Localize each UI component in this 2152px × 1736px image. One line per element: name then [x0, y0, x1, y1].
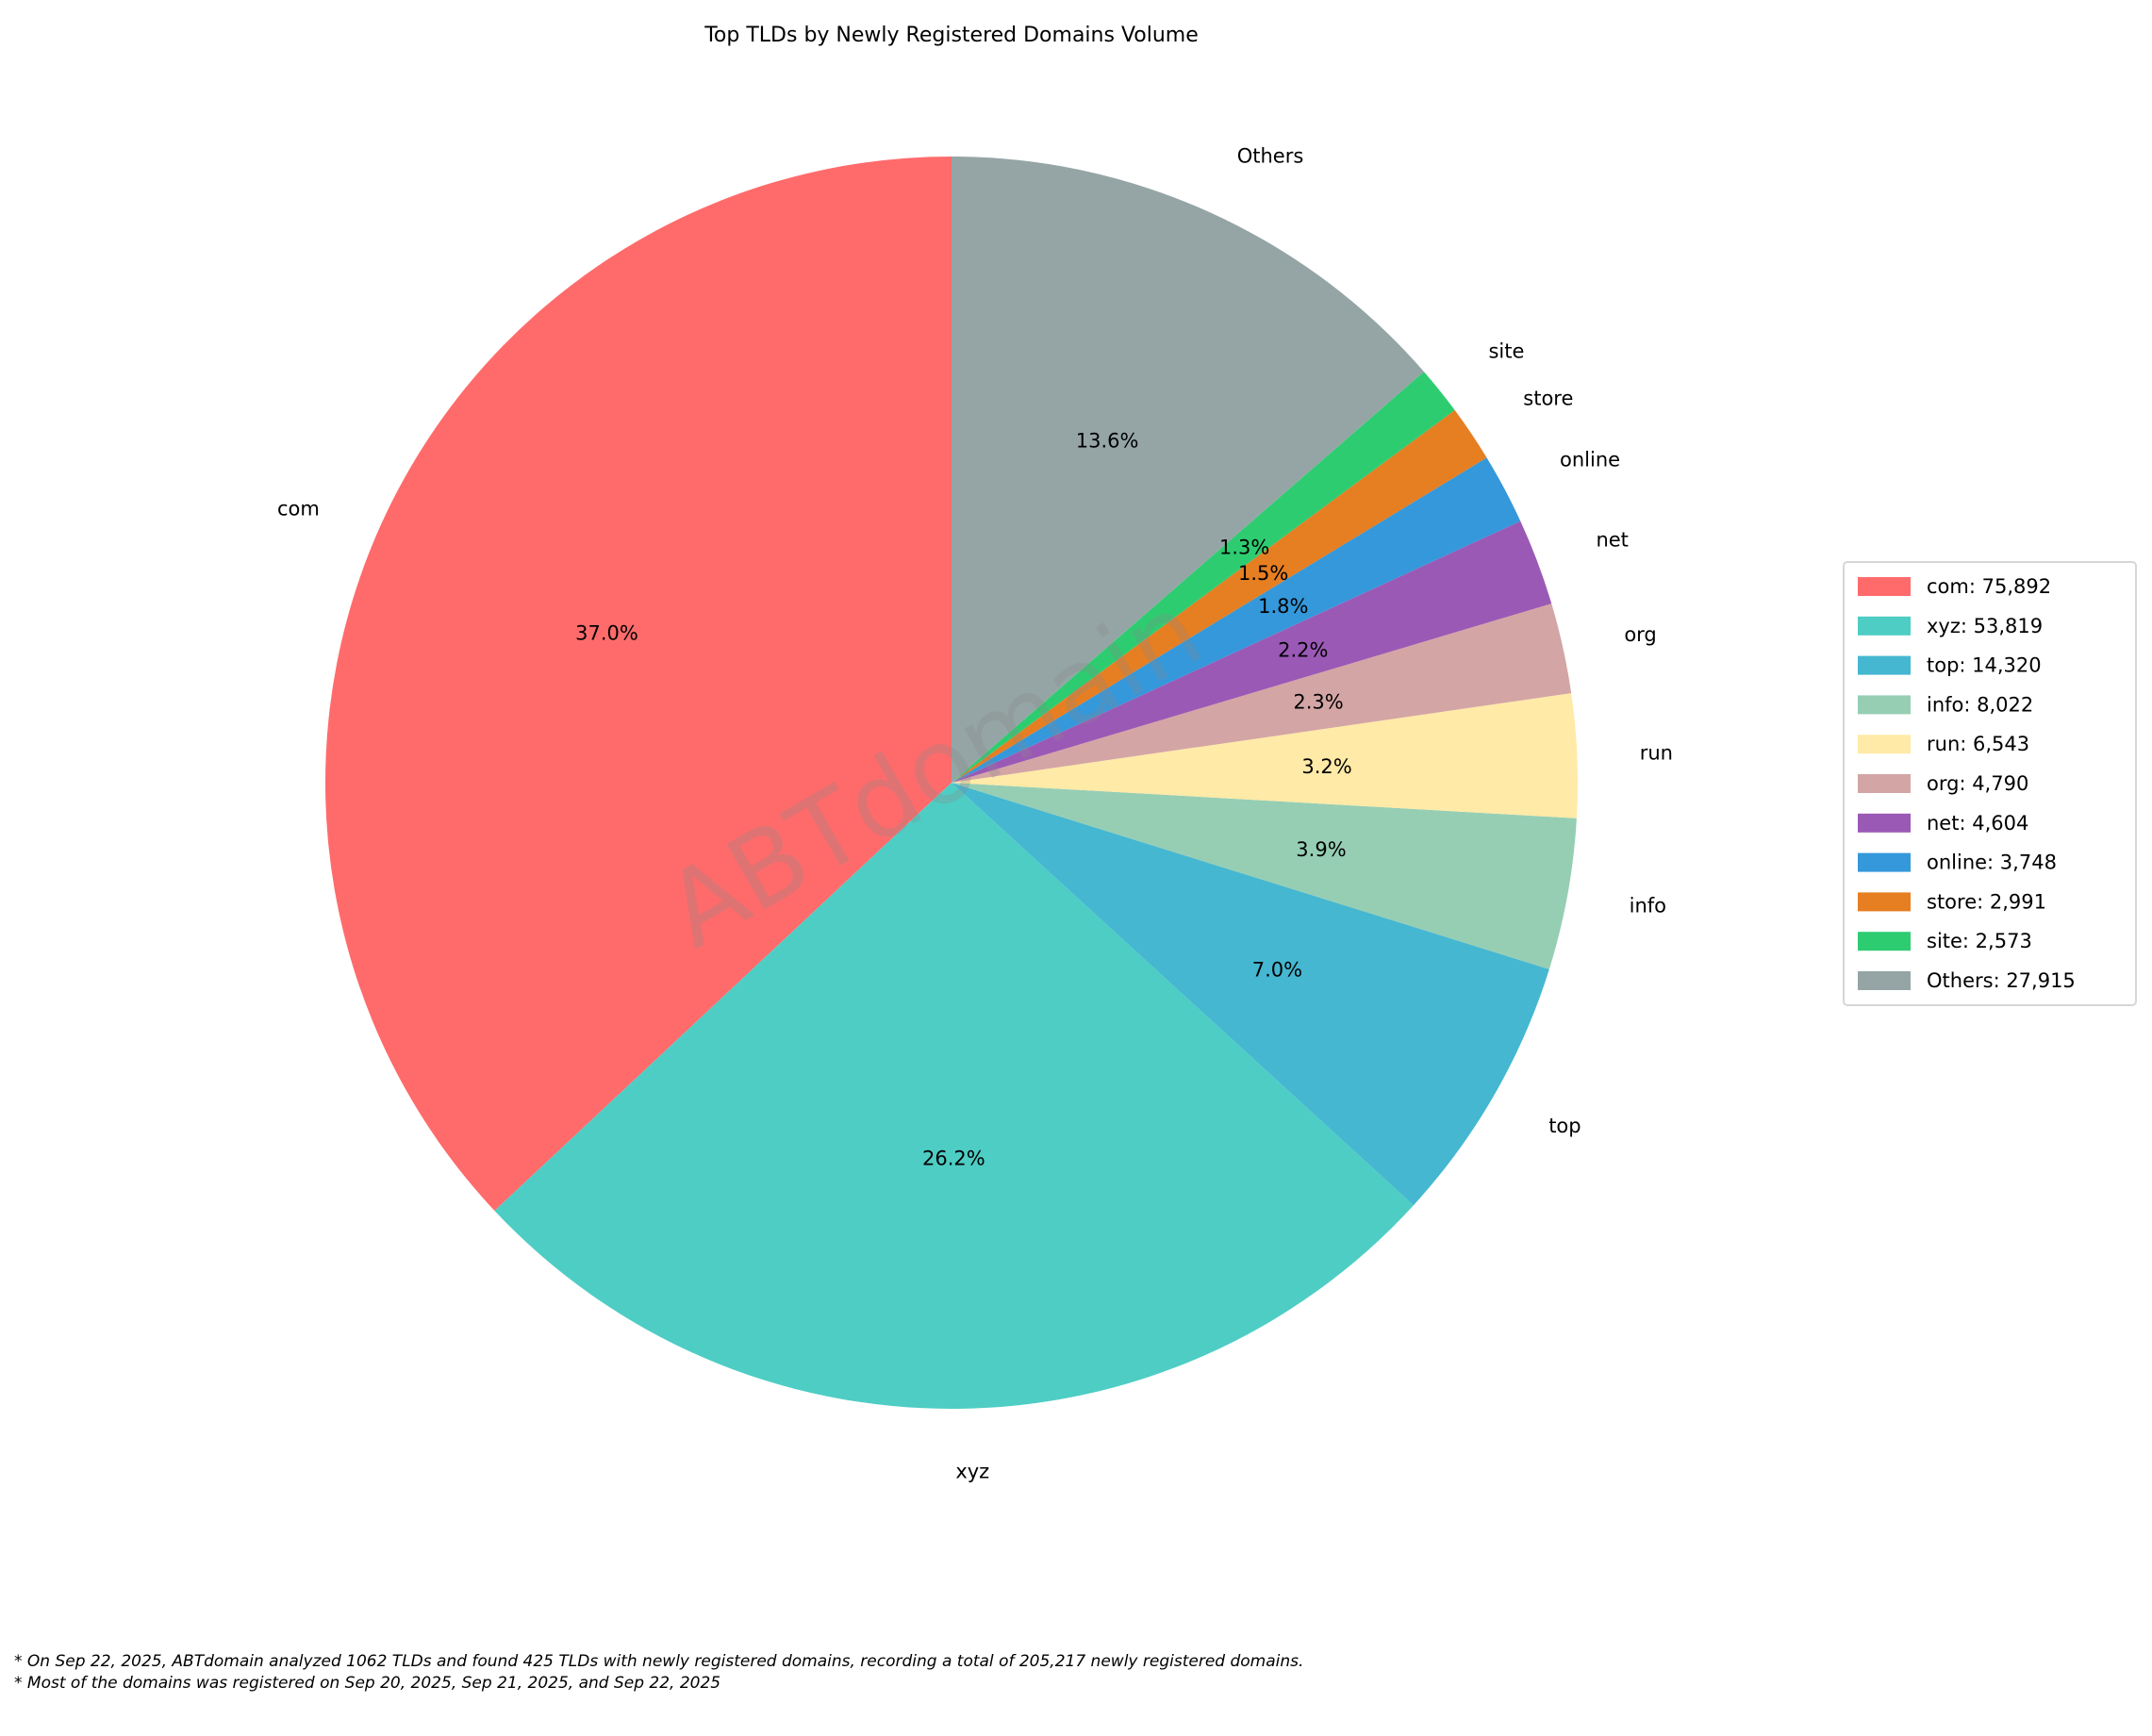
legend-frame [1843, 561, 2137, 1006]
pct-label-others: 13.6% [1076, 429, 1139, 452]
slice-label-top: top [1548, 1115, 1581, 1137]
legend-swatch-site [1858, 932, 1911, 951]
legend-label-online: online: 3,748 [1927, 851, 2057, 874]
legend-label-xyz: xyz: 53,819 [1927, 615, 2043, 637]
legend-swatch-info [1858, 695, 1911, 715]
legend-label-net: net: 4,604 [1927, 812, 2028, 835]
pie-slice-info [952, 783, 1577, 969]
legend-label-others: Others: 27,915 [1927, 969, 2076, 992]
legend-swatch-run [1858, 735, 1911, 754]
pct-label-store: 1.5% [1238, 562, 1288, 585]
footnote-2: * Most of the domains was registered on … [14, 1674, 721, 1693]
legend-label-info: info: 8,022 [1927, 693, 2033, 716]
pie-slice-store [952, 409, 1487, 783]
pie-slice-run [952, 693, 1578, 818]
pct-label-run: 3.2% [1301, 755, 1351, 778]
legend-swatch-org [1858, 774, 1911, 793]
slice-label-store: store [1523, 388, 1573, 410]
slice-label-xyz: xyz [955, 1460, 989, 1482]
legend-swatch-others [1858, 971, 1911, 990]
legend-label-run: run: 6,543 [1927, 733, 2029, 755]
pie-slice-top [952, 783, 1549, 1206]
legend-swatch-top [1858, 655, 1911, 675]
pie-slice-site [952, 372, 1455, 783]
chart-title: Top TLDs by Newly Registered Domains Vol… [704, 24, 1199, 47]
pie-slice-org [952, 603, 1572, 783]
pct-label-xyz: 26.2% [922, 1147, 985, 1169]
slice-label-info: info [1630, 895, 1666, 918]
pct-label-com: 37.0% [575, 622, 638, 645]
legend-label-store: store: 2,991 [1927, 890, 2046, 913]
slice-label-net: net [1596, 528, 1628, 551]
slice-label-online: online [1560, 448, 1620, 471]
pct-label-info: 3.9% [1296, 838, 1346, 861]
legend-swatch-net [1858, 813, 1911, 833]
legend-swatch-xyz [1858, 616, 1911, 636]
legend-label-org: org: 4,790 [1927, 772, 2028, 795]
pct-label-org: 2.3% [1293, 690, 1343, 713]
slice-label-others: Others [1237, 144, 1304, 167]
legend-label-com: com: 75,892 [1927, 575, 2051, 598]
pct-label-site: 1.3% [1219, 537, 1269, 559]
pie-slice-com [325, 157, 952, 1211]
legend-swatch-store [1858, 892, 1911, 912]
pie-slice-others [952, 157, 1424, 783]
legend-swatch-online [1858, 852, 1911, 872]
legend-swatch-com [1858, 577, 1911, 596]
footnote-1: * On Sep 22, 2025, ABTdomain analyzed 10… [14, 1652, 1304, 1671]
pie-slice-net [952, 521, 1552, 783]
pct-label-net: 2.2% [1278, 638, 1328, 661]
slice-label-site: site [1488, 340, 1524, 363]
pie-slice-online [952, 457, 1521, 783]
pie-slice-xyz [494, 783, 1414, 1409]
pct-label-online: 1.8% [1258, 595, 1308, 618]
legend-label-top: top: 14,320 [1927, 654, 2042, 677]
slice-label-run: run [1640, 741, 1673, 764]
slice-label-org: org [1624, 623, 1656, 646]
legend: com: 75,892 xyz: 53,819 top: 14,320 info: 8… [1843, 561, 2137, 1006]
pct-label-top: 7.0% [1252, 959, 1302, 982]
legend-label-site: site: 2,573 [1927, 930, 2032, 952]
slice-label-com: com [277, 498, 320, 521]
